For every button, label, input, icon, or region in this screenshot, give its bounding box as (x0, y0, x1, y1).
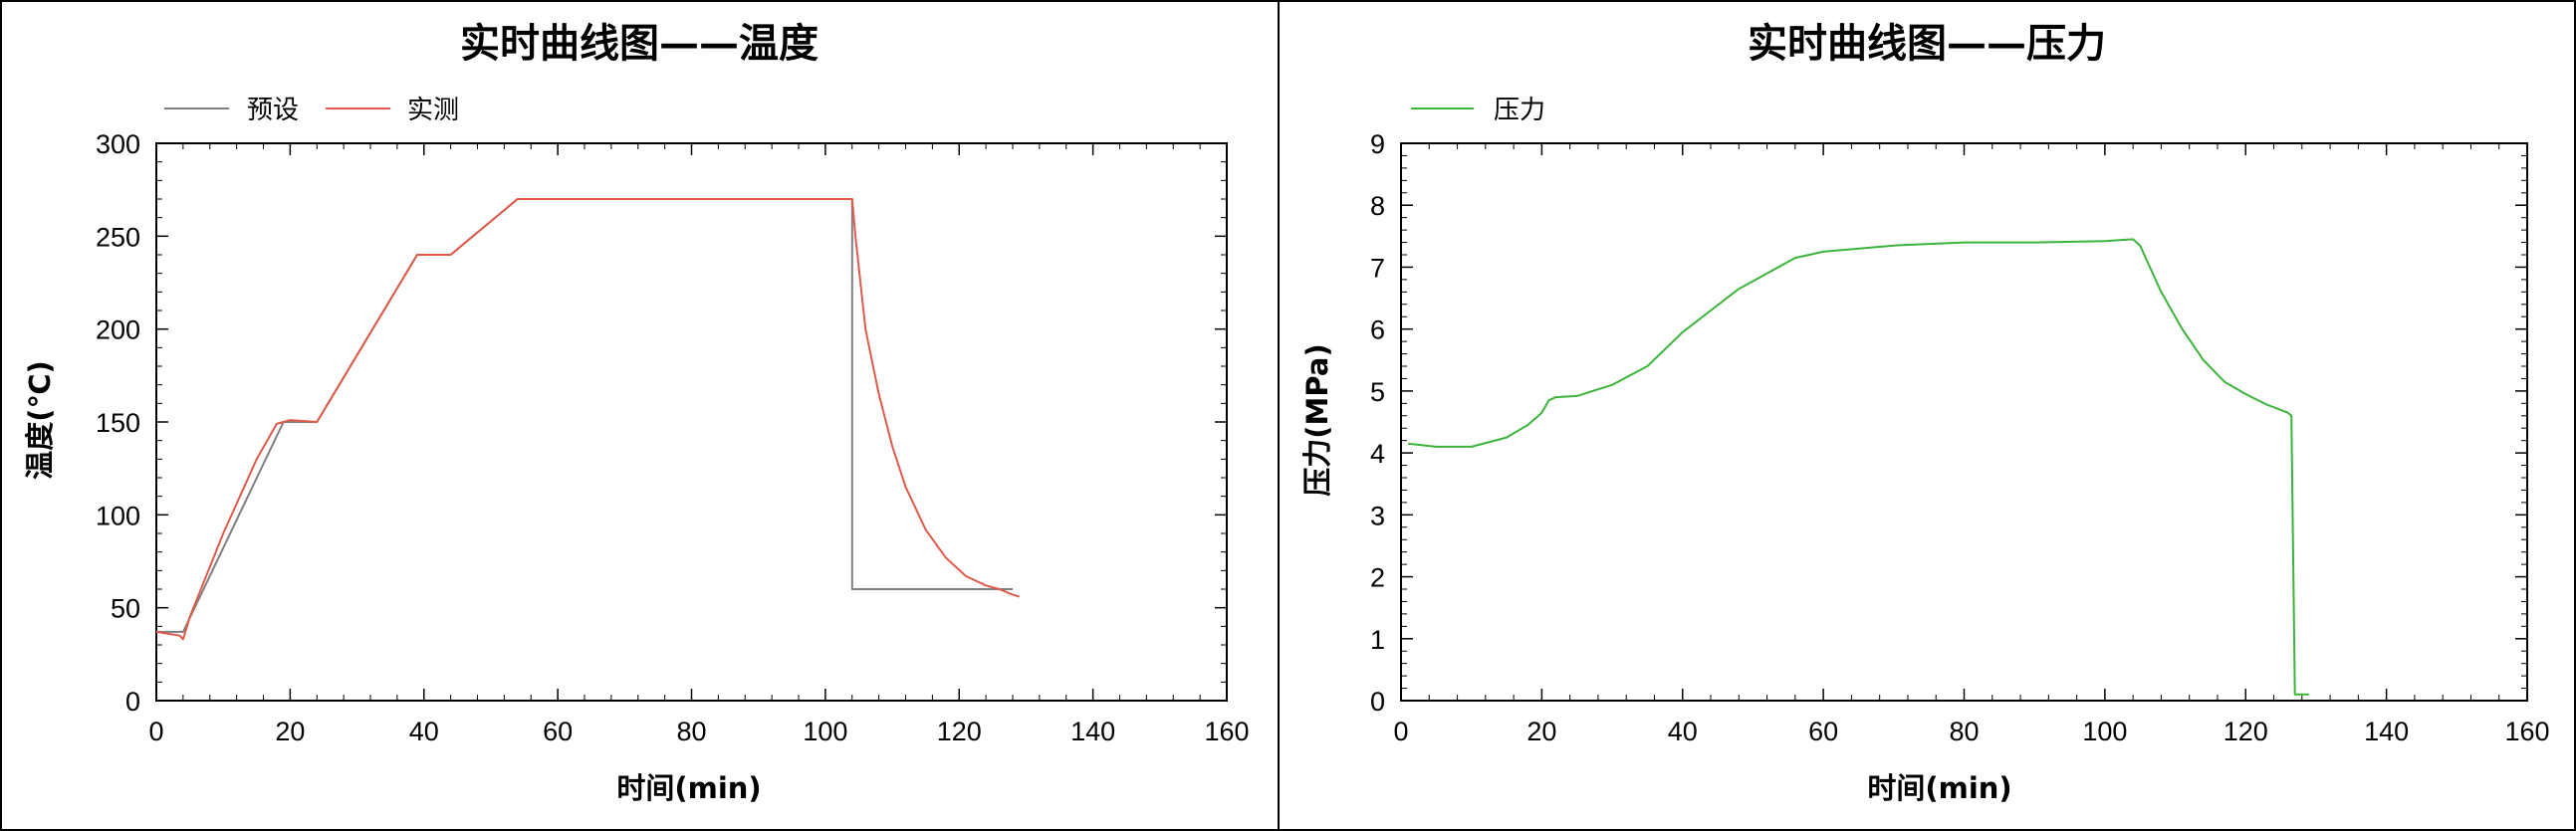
y-tick-label: 2 (1370, 563, 1385, 593)
y-tick-label: 3 (1370, 501, 1385, 530)
pressure-chart: 实时曲线图——压力 压力 时间(min) 压力(MPa) 0 20 40 60 80 10… (1300, 20, 2550, 805)
chart-title: 实时曲线图——温度 (460, 20, 819, 67)
x-tick-label: 60 (1808, 717, 1838, 746)
x-tick-label: 80 (1949, 717, 1979, 746)
x-tick-label: 60 (543, 717, 573, 746)
legend: 压力 (1411, 96, 1545, 125)
series-line-pressure (1407, 238, 2309, 696)
temperature-chart: 实时曲线图——温度 预设 实测 时间(min) 温度(℃) 0 20 40 60 80 1… (23, 20, 1250, 805)
y-tick-label: 4 (1370, 439, 1385, 469)
plot-frame (1400, 142, 2528, 702)
x-tick-label: 100 (803, 717, 847, 746)
y-tick-label: 1 (1370, 625, 1385, 655)
y-tick-label: 100 (96, 501, 140, 530)
x-tick-label: 40 (409, 717, 439, 746)
y-axis-label: 温度(℃) (23, 360, 57, 480)
temperature-chart-panel: 实时曲线图——温度 预设 实测 时间(min) 温度(℃) 0 20 40 60 80 1… (0, 0, 1280, 831)
y-tick-label: 150 (96, 408, 140, 438)
y-tick-label: 9 (1370, 129, 1385, 159)
pressure-chart-panel: 实时曲线图——压力 压力 时间(min) 压力(MPa) 0 20 40 60 80 10… (1278, 0, 2576, 831)
chart-title: 实时曲线图——压力 (1748, 20, 2106, 67)
y-tick-label: 6 (1370, 315, 1385, 345)
x-tick-label: 40 (1668, 717, 1698, 746)
x-tick-label: 20 (275, 717, 305, 746)
x-tick-label: 140 (2364, 717, 2409, 746)
x-tick-label: 80 (676, 717, 706, 746)
y-axis-label: 压力(MPa) (1300, 343, 1334, 496)
plot-area: 0 20 40 60 80 100 120 140 160 0 50 100 150 200 250 300 (96, 129, 1250, 746)
y-tick-label: 8 (1370, 191, 1385, 221)
y-tick-label: 0 (125, 687, 140, 717)
x-tick-label: 160 (1204, 717, 1249, 746)
x-axis-label: 时间(min) (616, 771, 761, 805)
x-tick-label: 20 (1526, 717, 1556, 746)
y-tick-label: 7 (1370, 253, 1385, 283)
plot-area: 0 20 40 60 80 100 120 140 160 0 1 2 3 4 5 6 7 8 9 (1370, 129, 2550, 746)
series-line-measured (155, 198, 1020, 641)
x-tick-label: 120 (937, 717, 982, 746)
x-tick-label: 120 (2224, 717, 2268, 746)
legend: 预设 实测 (164, 96, 459, 125)
y-tick-label: 200 (96, 315, 140, 345)
legend-label-measured: 实测 (407, 96, 459, 125)
legend-label-preset: 预设 (247, 96, 299, 125)
y-tick-label: 250 (96, 222, 140, 252)
x-tick-label: 100 (2082, 717, 2127, 746)
x-tick-label: 140 (1070, 717, 1115, 746)
y-tick-label: 300 (96, 129, 140, 159)
legend-label-pressure: 压力 (1494, 96, 1545, 125)
y-tick-label: 50 (111, 594, 140, 624)
x-tick-label: 160 (2504, 717, 2549, 746)
y-tick-label: 5 (1370, 377, 1385, 407)
x-tick-label: 0 (148, 717, 163, 746)
y-tick-label: 0 (1370, 687, 1385, 717)
x-axis-label: 时间(min) (1867, 771, 2011, 805)
x-tick-label: 0 (1393, 717, 1408, 746)
